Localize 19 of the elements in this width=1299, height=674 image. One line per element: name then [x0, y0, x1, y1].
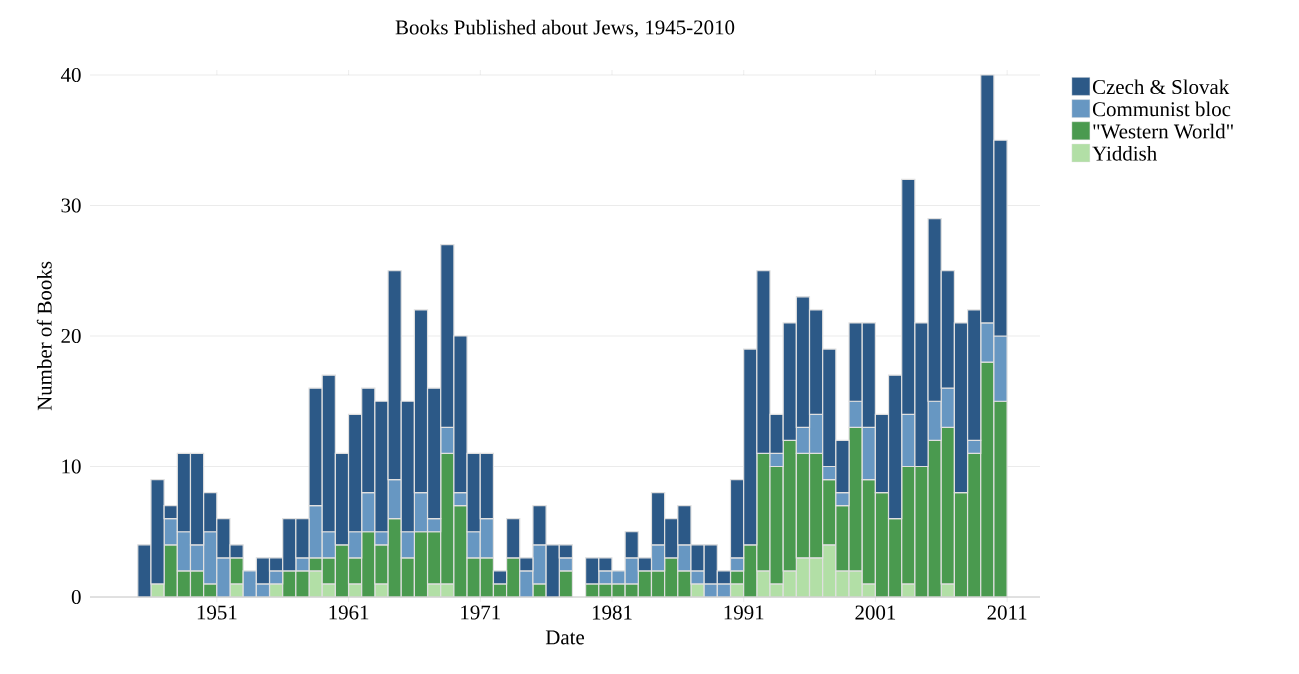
y-tick-label: 0	[71, 589, 81, 605]
x-tick-label: 1971	[461, 605, 500, 620]
legend-label: Communist bloc	[1092, 101, 1231, 117]
x-tick-label: 2001	[855, 605, 896, 620]
chart-title: Books Published about Jews, 1945-2010	[395, 19, 735, 38]
legend-label: Yiddish	[1092, 145, 1157, 161]
x-tick-label: 2011	[987, 605, 1027, 620]
x-tick-label: 1991	[724, 605, 764, 620]
y-axis-title: Number of Books	[36, 261, 52, 411]
legend-label: "Western World"	[1093, 123, 1233, 139]
x-axis-title: Date	[545, 630, 585, 645]
y-tick-label: 20	[61, 328, 81, 344]
y-tick-label: 40	[60, 67, 81, 83]
x-tick-label: 1961	[329, 605, 369, 620]
y-tick-label: 30	[61, 198, 81, 213]
x-tick-label: 1951	[197, 605, 237, 620]
y-tick-label: 10	[62, 459, 81, 474]
x-tick-label: 1981	[592, 605, 632, 620]
legend-label: Czech & Slovak	[1092, 79, 1230, 95]
